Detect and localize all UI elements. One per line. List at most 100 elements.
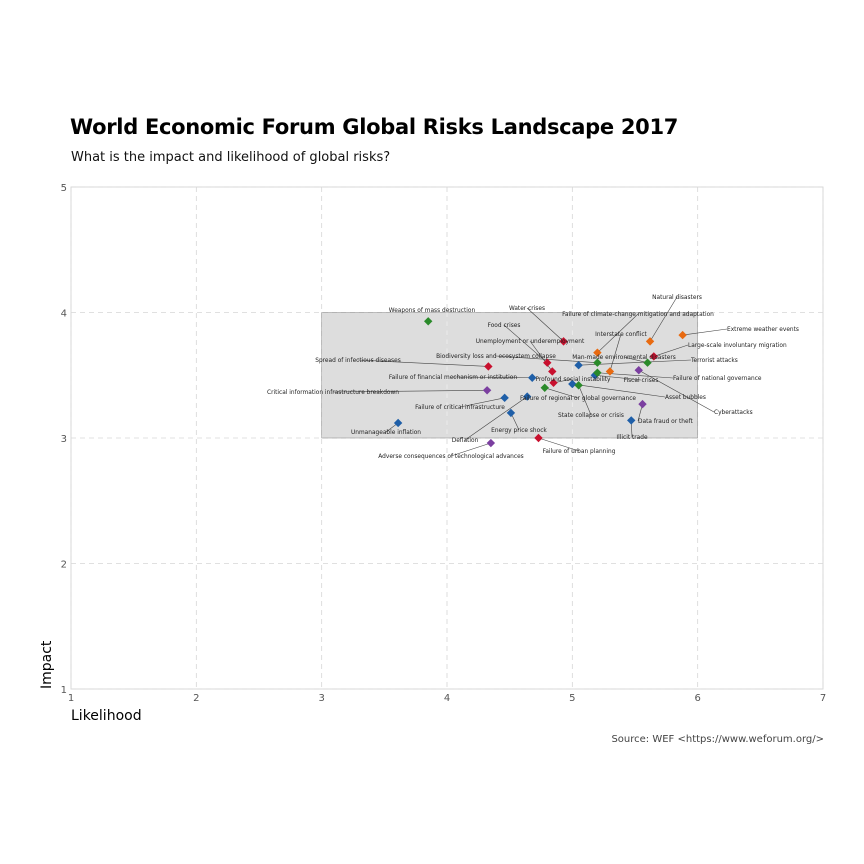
y-tick-label: 3 bbox=[61, 434, 67, 445]
data-point bbox=[593, 368, 602, 377]
point-label: Failure of climate-change mitigation and… bbox=[562, 310, 714, 318]
x-tick-label: 7 bbox=[820, 693, 826, 704]
point-label: Failure of national governance bbox=[673, 374, 762, 382]
x-tick-label: 5 bbox=[569, 693, 575, 704]
x-tick-label: 3 bbox=[318, 693, 324, 704]
point-layer bbox=[393, 317, 687, 448]
point-label: Critical information infrastructure brea… bbox=[267, 388, 399, 396]
data-point bbox=[506, 408, 516, 418]
leader-line bbox=[623, 356, 648, 363]
leader-line bbox=[544, 387, 579, 399]
leader-line bbox=[357, 359, 489, 367]
leader-line bbox=[578, 385, 592, 416]
point-label: Spread of infectious diseases bbox=[315, 356, 401, 364]
point-label: Extreme weather events bbox=[727, 325, 799, 333]
point-label: Failure of critical infrastructure bbox=[415, 403, 505, 411]
data-point bbox=[528, 373, 537, 382]
data-point bbox=[627, 416, 636, 425]
data-point bbox=[678, 330, 687, 340]
data-point bbox=[590, 371, 600, 380]
data-point bbox=[593, 358, 602, 367]
data-point bbox=[540, 383, 549, 392]
data-point bbox=[559, 337, 568, 346]
point-label: Natural disasters bbox=[652, 293, 702, 301]
leader-line bbox=[464, 396, 528, 441]
point-label: Failure of regional or global governance bbox=[520, 394, 636, 402]
point-label: Profound social instability bbox=[536, 375, 612, 383]
leader-line bbox=[649, 296, 678, 342]
leader-line bbox=[459, 397, 505, 408]
point-label: Deflation bbox=[452, 436, 479, 444]
data-point bbox=[645, 337, 655, 346]
leader-line bbox=[526, 307, 564, 342]
y-axis-title: Impact bbox=[39, 640, 55, 689]
leader-line bbox=[638, 369, 715, 413]
leader-line bbox=[572, 383, 666, 398]
leader-line bbox=[597, 313, 639, 353]
point-label: Cyberattacks bbox=[714, 408, 753, 416]
data-point bbox=[482, 386, 492, 395]
data-point bbox=[393, 418, 403, 428]
data-point bbox=[484, 362, 493, 371]
leader-line bbox=[450, 442, 491, 457]
data-point bbox=[548, 367, 557, 376]
point-label: Interstate conflict bbox=[595, 330, 647, 338]
point-label: Failure of urban planning bbox=[543, 447, 616, 455]
data-point bbox=[568, 379, 577, 389]
point-label: Illicit trade bbox=[616, 433, 648, 441]
data-point bbox=[638, 399, 647, 409]
leader-line bbox=[682, 328, 728, 336]
data-point bbox=[593, 348, 602, 357]
y-tick-label: 4 bbox=[61, 309, 67, 320]
leader-line bbox=[609, 333, 622, 372]
point-label: Terrorist attacks bbox=[690, 356, 738, 364]
point-label: Weapons of mass destruction bbox=[389, 306, 476, 314]
data-point bbox=[643, 358, 652, 367]
leader-line bbox=[332, 390, 488, 393]
y-tick-label: 1 bbox=[61, 685, 67, 696]
chart-subtitle: What is the impact and likelihood of glo… bbox=[71, 150, 391, 165]
point-label: Unmanageable inflation bbox=[351, 428, 421, 436]
x-tick-label: 2 bbox=[193, 693, 199, 704]
leader-line bbox=[529, 340, 553, 372]
data-point bbox=[543, 358, 552, 367]
x-tick-label: 4 bbox=[444, 693, 450, 704]
chart-title: World Economic Forum Global Risks Landsc… bbox=[70, 115, 679, 139]
point-label: Biodiversity loss and ecosystem collapse bbox=[436, 352, 556, 360]
point-label: Energy price shock bbox=[491, 426, 547, 434]
data-point bbox=[500, 393, 509, 403]
data-point bbox=[424, 317, 433, 326]
y-tick-label: 2 bbox=[61, 560, 67, 571]
leader-line bbox=[452, 376, 533, 379]
point-label: Failure of financial mechanism or instit… bbox=[389, 373, 517, 381]
leader-line bbox=[538, 437, 580, 452]
leader-line bbox=[653, 344, 689, 357]
data-point bbox=[549, 378, 558, 387]
point-label: Data fraud or theft bbox=[638, 417, 694, 425]
leader-line bbox=[594, 374, 642, 381]
point-label: Asset bubbles bbox=[665, 393, 706, 401]
data-point bbox=[634, 366, 643, 375]
data-point bbox=[523, 392, 532, 401]
data-point bbox=[574, 361, 583, 370]
point-label: State collapse or crisis bbox=[558, 411, 624, 419]
point-label: Unemployment or underemployment bbox=[476, 337, 585, 345]
label-layer: Weapons of mass destruction Water crises N… bbox=[267, 293, 799, 460]
point-label: Water crises bbox=[509, 304, 545, 312]
point-label: Fiscal crises bbox=[624, 376, 659, 384]
x-axis-title: Likelihood bbox=[71, 708, 142, 724]
data-point bbox=[574, 381, 583, 390]
leader-line bbox=[503, 324, 548, 363]
data-point bbox=[605, 367, 615, 376]
source-caption: Source: WEF <https://www.weforum.org/> bbox=[611, 734, 824, 745]
x-tick-label: 6 bbox=[694, 693, 700, 704]
point-label: Food crises bbox=[488, 321, 521, 329]
point-label: Man-made environmental disasters bbox=[572, 353, 676, 361]
tick-layer: 1 2 3 4 5 6 7 1 2 3 4 5 bbox=[61, 183, 827, 704]
data-point bbox=[486, 438, 496, 448]
data-point bbox=[534, 433, 543, 443]
y-tick-label: 5 bbox=[61, 183, 67, 194]
grid-layer bbox=[70, 186, 824, 690]
x-tick-label: 1 bbox=[68, 693, 74, 704]
